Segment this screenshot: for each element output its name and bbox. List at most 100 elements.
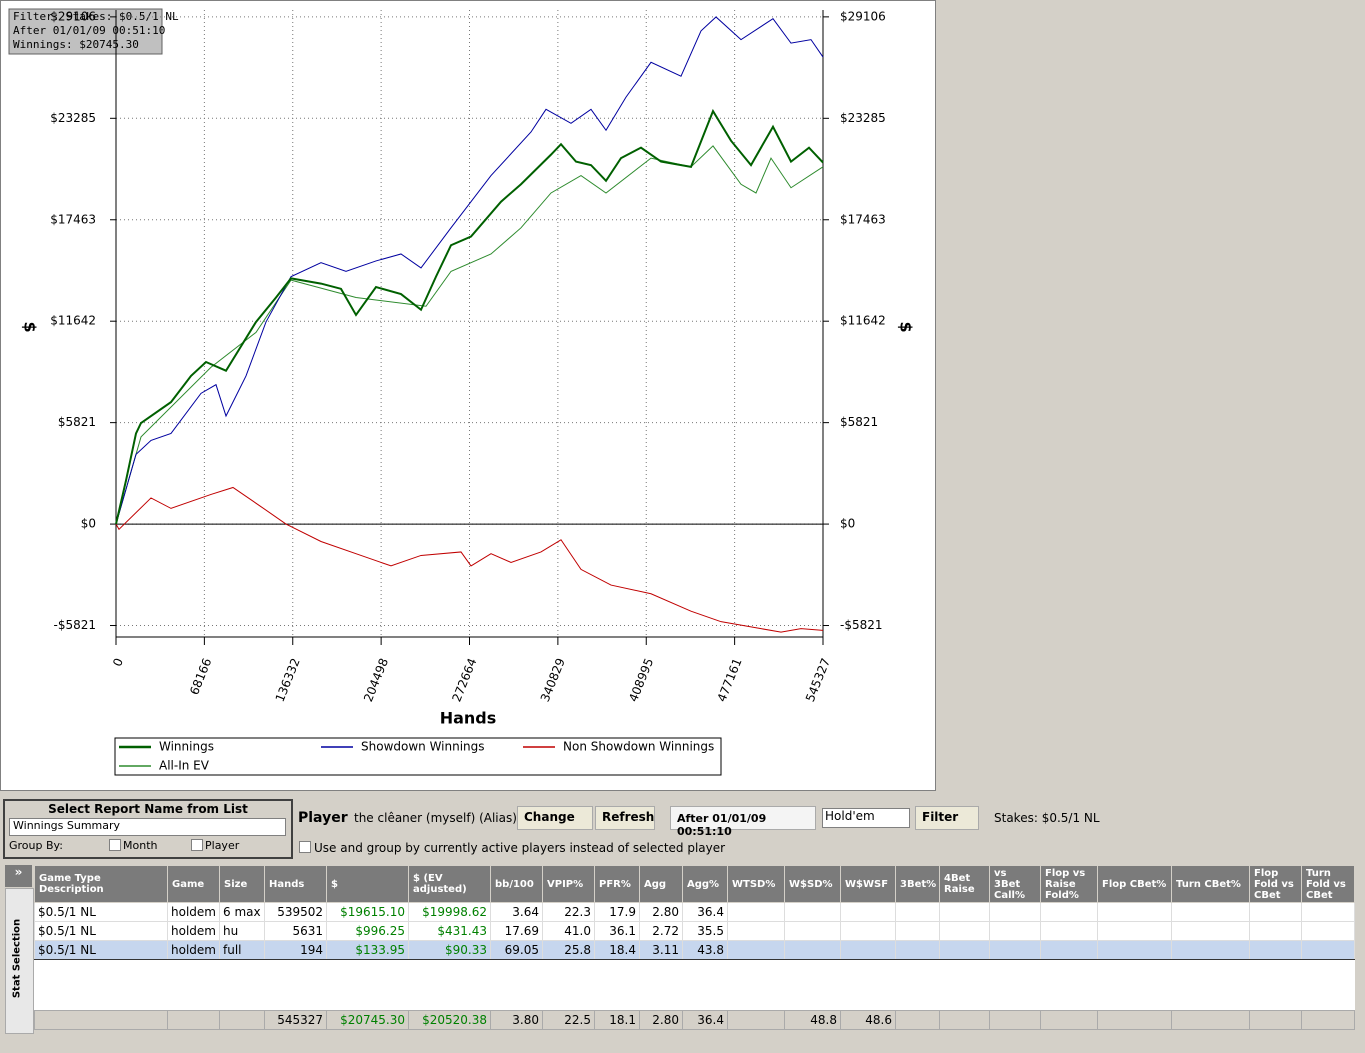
cell: 6 max	[219, 902, 265, 922]
empty-cell	[840, 940, 896, 960]
y-tick-label: $29106	[50, 9, 96, 23]
filter-line: Filter: Stakes: $0.5/1 NL	[13, 10, 179, 23]
stat-selection-label: Stat Selection	[11, 918, 23, 999]
column-header: 4Bet Raise	[939, 865, 990, 903]
active-players-label: Use and group by currently active player…	[314, 841, 726, 855]
empty-cell	[1249, 940, 1302, 960]
checkbox[interactable]	[299, 841, 311, 853]
empty-cell	[939, 921, 990, 941]
empty-cell	[1097, 902, 1172, 922]
cell: 17.9	[594, 902, 640, 922]
column-header: W$SD%	[784, 865, 841, 903]
report-select[interactable]: Winnings Summary	[9, 818, 286, 836]
expand-button[interactable]: »	[5, 865, 32, 887]
empty-cell	[1171, 940, 1250, 960]
cell: $90.33	[408, 940, 491, 960]
column-header: W$WSF	[840, 865, 896, 903]
empty-cell	[1171, 902, 1250, 922]
cell: $996.25	[326, 921, 409, 941]
column-header: vs 3Bet Call%	[989, 865, 1041, 903]
total-cell: 22.5	[542, 1010, 595, 1030]
cell: 2.72	[639, 921, 683, 941]
empty-cell	[1301, 1010, 1355, 1030]
month-label: Month	[123, 839, 158, 852]
series-line	[115, 145, 824, 525]
empty-cell	[895, 921, 940, 941]
empty-cell	[989, 902, 1041, 922]
cell: 17.69	[490, 921, 543, 941]
empty-cell	[35, 960, 1355, 1011]
series-line	[115, 486, 824, 633]
total-cell: 545327	[264, 1010, 327, 1030]
total-cell: 3.80	[490, 1010, 543, 1030]
table-row: $0.5/1 NL holdem full 194 $133.95 $90.33 69.05…	[34, 940, 1355, 960]
game-select[interactable]: Hold'em	[822, 808, 910, 828]
column-header: Flop vs Raise Fold%	[1040, 865, 1098, 903]
empty-cell	[989, 1010, 1041, 1030]
checkbox[interactable]	[109, 839, 121, 851]
column-header: Hands	[264, 865, 327, 903]
empty-cell	[784, 921, 841, 941]
checkbox[interactable]	[191, 839, 203, 851]
column-header: Agg%	[682, 865, 728, 903]
date-button[interactable]: After 01/01/09 00:51:10	[670, 806, 816, 838]
cell: 36.1	[594, 921, 640, 941]
total-cell: 48.8	[784, 1010, 841, 1030]
refresh-button[interactable]: Refresh	[595, 806, 655, 830]
empty-cell	[840, 921, 896, 941]
y2-tick-label: $5821	[840, 415, 878, 429]
empty-cell	[1040, 921, 1098, 941]
cell: $0.5/1 NL	[34, 940, 168, 960]
cell: 36.4	[682, 902, 728, 922]
column-header: bb/100	[490, 865, 543, 903]
x-tick-label: 204498	[361, 656, 391, 704]
y-tick-label: $0	[81, 517, 96, 531]
column-header: WTSD%	[727, 865, 785, 903]
empty-cell	[939, 902, 990, 922]
empty-cell	[1249, 921, 1302, 941]
y2-tick-label: $23285	[840, 111, 886, 125]
report-panel: Select Report Name from List Winnings Su…	[3, 799, 293, 859]
cell: 18.4	[594, 940, 640, 960]
empty-cell	[727, 1010, 785, 1030]
report-title: Select Report Name from List	[48, 802, 248, 816]
column-header: Turn CBet%	[1171, 865, 1250, 903]
column-header: $ (EV adjusted)	[408, 865, 491, 903]
filter-line: Winnings: $20745.30	[13, 38, 139, 51]
empty-cell	[939, 1010, 990, 1030]
series-line	[115, 16, 824, 525]
x-tick-label: 408995	[626, 656, 656, 704]
totals-row: 545327 $20745.30 $20520.38 3.80 22.5 18.1 2.80…	[34, 1010, 1355, 1030]
empty-cell	[1040, 1010, 1098, 1030]
cell: 22.3	[542, 902, 595, 922]
y-axis-title: $	[21, 321, 40, 332]
cell: 43.8	[682, 940, 728, 960]
player-heading: Player	[298, 810, 348, 826]
header-row: Game Type Description Game Size Hands $ $ (EV…	[34, 865, 1355, 903]
change-button[interactable]: Change	[517, 806, 593, 830]
y-tick-label: $23285	[50, 111, 96, 125]
empty-cell	[840, 902, 896, 922]
empty-cell	[784, 940, 841, 960]
stakes-label: Stakes: $0.5/1 NL	[994, 811, 1100, 825]
player-name: the clêaner (myself) (Alias)	[354, 811, 517, 825]
y-tick-label: $5821	[58, 415, 96, 429]
filter-button[interactable]: Filter	[915, 806, 979, 830]
cell: holdem	[167, 902, 220, 922]
x-tick-label: 340829	[538, 656, 568, 704]
cell: 2.80	[639, 902, 683, 922]
legend-label: Non Showdown Winnings	[563, 740, 714, 754]
chart-panel: Filter: Stakes: $0.5/1 NL After 01/01/09…	[0, 0, 936, 791]
empty-cell	[219, 1010, 265, 1030]
cell: hu	[219, 921, 265, 941]
cell: 25.8	[542, 940, 595, 960]
legend-label: All-In EV	[159, 759, 210, 773]
cell: $431.43	[408, 921, 491, 941]
column-header: Flop Fold vs CBet	[1249, 865, 1302, 903]
empty-cell	[939, 940, 990, 960]
column-header: Game	[167, 865, 220, 903]
column-header: PFR%	[594, 865, 640, 903]
x-tick-label: 0	[110, 656, 126, 668]
empty-cell	[1097, 1010, 1172, 1030]
empty-cell	[1301, 902, 1355, 922]
